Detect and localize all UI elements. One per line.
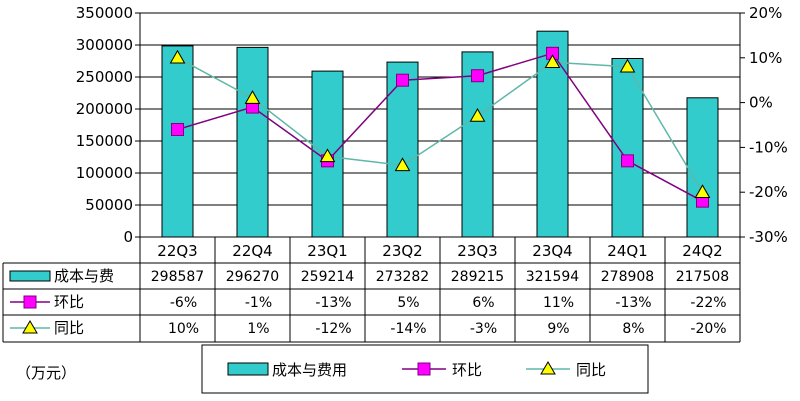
table-cell: 8% <box>622 321 644 337</box>
right-tick-label: -10% <box>749 138 788 156</box>
table-cell: 259214 <box>301 269 355 285</box>
mom-marker-23Q2 <box>396 73 409 87</box>
left-tick-label: 200000 <box>76 100 133 118</box>
bar-22Q3 <box>161 45 194 238</box>
legend-item: 成本与费用 <box>272 361 347 379</box>
category-label: 23Q3 <box>457 242 497 260</box>
yoy-marker-23Q1 <box>319 148 336 163</box>
yoy-marker-23Q2 <box>394 157 411 172</box>
table-cell: -13% <box>315 295 351 311</box>
grid <box>140 44 740 206</box>
category-label: 23Q2 <box>382 242 422 260</box>
category-label: 23Q1 <box>307 242 347 260</box>
yoy-marker-24Q2 <box>694 184 711 198</box>
left-tick-label: 100000 <box>76 164 133 182</box>
table-cell: -6% <box>170 295 197 311</box>
table-cell: 5% <box>397 295 419 311</box>
table-cell: -1% <box>245 295 272 311</box>
legend-item: 同比 <box>576 361 606 379</box>
row-key-square <box>23 295 37 309</box>
mom-marker-23Q3 <box>471 69 484 83</box>
mom-line <box>177 52 703 202</box>
bar-23Q2 <box>386 61 419 238</box>
right-tick-label: 0% <box>749 94 773 112</box>
yoy-marker-22Q3 <box>169 49 186 64</box>
table-cell: 296270 <box>226 269 279 285</box>
legend: 成本与费用 环比 同比 <box>201 344 649 394</box>
bar-series <box>161 30 719 238</box>
row-header: 环比 <box>54 293 84 311</box>
mom-marker-22Q3 <box>171 122 184 136</box>
table-cell: 273282 <box>376 269 429 285</box>
plot-frame <box>139 12 741 238</box>
data-table: 22Q3 22Q4 23Q1 23Q2 23Q3 23Q4 24Q1 24Q2 成本与费环比同比… <box>2 237 741 343</box>
table-cell: -12% <box>315 321 351 337</box>
table-cell: -14% <box>390 321 426 337</box>
left-tick-label: 150000 <box>76 132 133 150</box>
category-label: 23Q4 <box>532 242 572 260</box>
table-cell: 289215 <box>451 269 504 285</box>
yoy-marker-23Q4 <box>544 54 561 69</box>
mom-marker-24Q1 <box>621 154 634 168</box>
right-tick-label: 10% <box>749 49 782 67</box>
category-label: 24Q2 <box>682 242 722 260</box>
row-key-triangle <box>22 320 38 334</box>
row-header: 同比 <box>54 319 84 337</box>
table-cell: 10% <box>168 321 199 337</box>
right-tick-label: -20% <box>749 183 788 201</box>
table-cell: 9% <box>547 321 569 337</box>
table-cell: 6% <box>472 295 494 311</box>
category-label: 22Q3 <box>157 242 197 260</box>
table-cell: 11% <box>543 295 574 311</box>
legend-key-square <box>417 362 431 376</box>
bar-24Q1 <box>611 57 644 238</box>
left-tick-label: 250000 <box>76 68 133 86</box>
bar-24Q2 <box>686 97 719 238</box>
legend-item: 环比 <box>452 361 482 379</box>
legend-key-bar <box>227 362 269 376</box>
row-key-bar <box>9 270 51 282</box>
yoy-line <box>177 57 704 193</box>
line-series <box>169 46 711 208</box>
table-cell: -3% <box>470 321 497 337</box>
unit-label: （万元） <box>16 364 76 382</box>
table-cell: 1% <box>247 321 269 337</box>
left-tick-label: 300000 <box>76 36 133 54</box>
category-label: 22Q4 <box>232 242 272 260</box>
table-cell: -22% <box>690 295 726 311</box>
yoy-marker-23Q3 <box>469 108 486 122</box>
table-cell: -20% <box>690 321 726 337</box>
left-tick-label: 0 <box>123 228 133 246</box>
bar-23Q3 <box>461 51 494 238</box>
table-cell: 321594 <box>526 269 580 285</box>
right-tick-label: -30% <box>749 228 788 246</box>
yoy-marker-24Q1 <box>619 58 636 73</box>
axes: 0 50000 100000 150000 200000 250000 300000 3500… <box>76 4 788 246</box>
table-cell: 278908 <box>601 269 654 285</box>
category-label: 24Q1 <box>607 242 647 260</box>
left-tick-label: 350000 <box>76 4 133 22</box>
table-cell: -13% <box>615 295 651 311</box>
left-tick-label: 50000 <box>85 196 133 214</box>
row-header: 成本与费 <box>54 267 114 285</box>
table-cell: 298587 <box>151 269 204 285</box>
bar-22Q4 <box>236 46 269 238</box>
right-tick-label: 20% <box>749 4 782 22</box>
yoy-marker-22Q4 <box>244 90 261 104</box>
table-cell: 217508 <box>676 269 729 285</box>
legend-key-triangle <box>540 361 556 375</box>
